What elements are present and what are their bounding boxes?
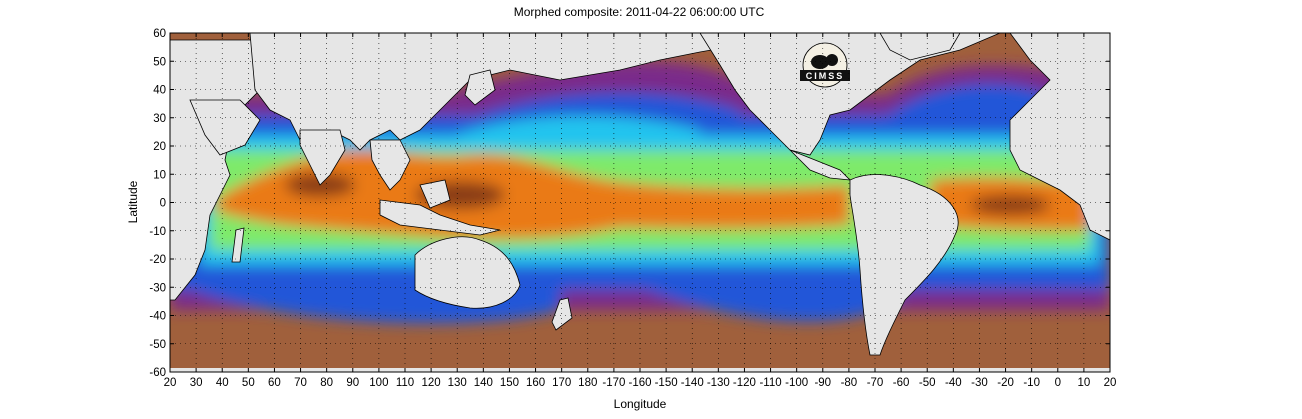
madagascar (231, 227, 245, 263)
x-tick-label: 30 (190, 377, 203, 389)
x-tick-label: -20 (997, 377, 1014, 389)
x-tick-label: 150 (500, 377, 519, 389)
north-america (699, 33, 1001, 156)
borneo (419, 179, 451, 209)
graticule (170, 33, 1110, 372)
x-tick-label: 60 (268, 377, 281, 389)
y-tick-label: 30 (153, 113, 166, 125)
x-tick-label: 160 (526, 377, 545, 389)
y-tick-label: -10 (149, 226, 166, 238)
y-tick-label: -40 (149, 311, 166, 323)
x-tick-label: 70 (294, 377, 307, 389)
x-tick-label: -30 (971, 377, 988, 389)
southeast-asia (369, 139, 411, 191)
indonesia (379, 199, 501, 236)
x-tick-label: 40 (216, 377, 229, 389)
arabia (189, 99, 261, 156)
x-axis-label: Longitude (613, 397, 667, 411)
y-tick-label: 60 (153, 28, 166, 40)
y-tick-label: -20 (149, 254, 166, 266)
x-tick-label: -140 (681, 377, 704, 389)
figure-title: Morphed composite: 2011-04-22 06:00:00 U… (513, 5, 765, 19)
x-tick-label: 0 (1055, 377, 1061, 389)
europe-africa-east (1009, 33, 1110, 241)
cimss-logo (800, 42, 850, 88)
x-tick-label: -130 (707, 377, 730, 389)
land-masses (170, 33, 1110, 372)
india (299, 129, 346, 186)
x-tick-label: 20 (1104, 377, 1117, 389)
x-tick-label: 90 (346, 377, 359, 389)
x-tick-label: -50 (919, 377, 936, 389)
y-tick-label: -30 (149, 282, 166, 294)
x-tick-label: 20 (164, 377, 177, 389)
x-tick-label: 50 (242, 377, 255, 389)
x-tick-label: -10 (1023, 377, 1040, 389)
x-tick-label: -160 (628, 377, 651, 389)
x-tick-label: 100 (369, 377, 388, 389)
x-tick-label: -110 (759, 377, 781, 389)
x-tick-label: -90 (814, 377, 831, 389)
x-tick-label: 80 (320, 377, 333, 389)
x-tick-label: -100 (785, 377, 808, 389)
y-tick-label: -60 (149, 367, 166, 379)
x-tick-label: 170 (552, 377, 571, 389)
cimss-logo-text: CIMSS (806, 71, 845, 81)
new-zealand (551, 297, 573, 331)
x-tick-label: -60 (893, 377, 910, 389)
x-tick-label: 120 (422, 377, 441, 389)
x-tick-label: 110 (396, 377, 414, 389)
y-tick-label: -50 (149, 339, 166, 351)
y-axis-ticks: 60 50 40 30 20 10 0 -10 -20 -30 -40 -50 -60 (149, 28, 1110, 379)
x-tick-label: -40 (945, 377, 962, 389)
japan (464, 69, 496, 106)
greenland (879, 33, 961, 61)
x-tick-label: 130 (448, 377, 467, 389)
x-tick-label: -120 (733, 377, 756, 389)
x-tick-label: 140 (474, 377, 493, 389)
x-tick-label: 10 (1077, 377, 1090, 389)
y-tick-label: 40 (153, 85, 166, 97)
y-tick-label: 50 (153, 56, 166, 68)
y-tick-label: 20 (153, 141, 166, 153)
y-tick-label: 10 (153, 169, 166, 181)
south-america (849, 174, 959, 356)
y-tick-label: 0 (160, 198, 166, 210)
x-tick-label: -150 (655, 377, 678, 389)
x-tick-label: -70 (867, 377, 884, 389)
x-tick-label: 180 (578, 377, 597, 389)
x-tick-label: -80 (841, 377, 858, 389)
australia (414, 236, 521, 309)
x-tick-label: -170 (602, 377, 625, 389)
x-axis-ticks: 20 30 40 50 60 70 80 90 100 110 120 130 140 150 160 170… (164, 33, 1117, 389)
